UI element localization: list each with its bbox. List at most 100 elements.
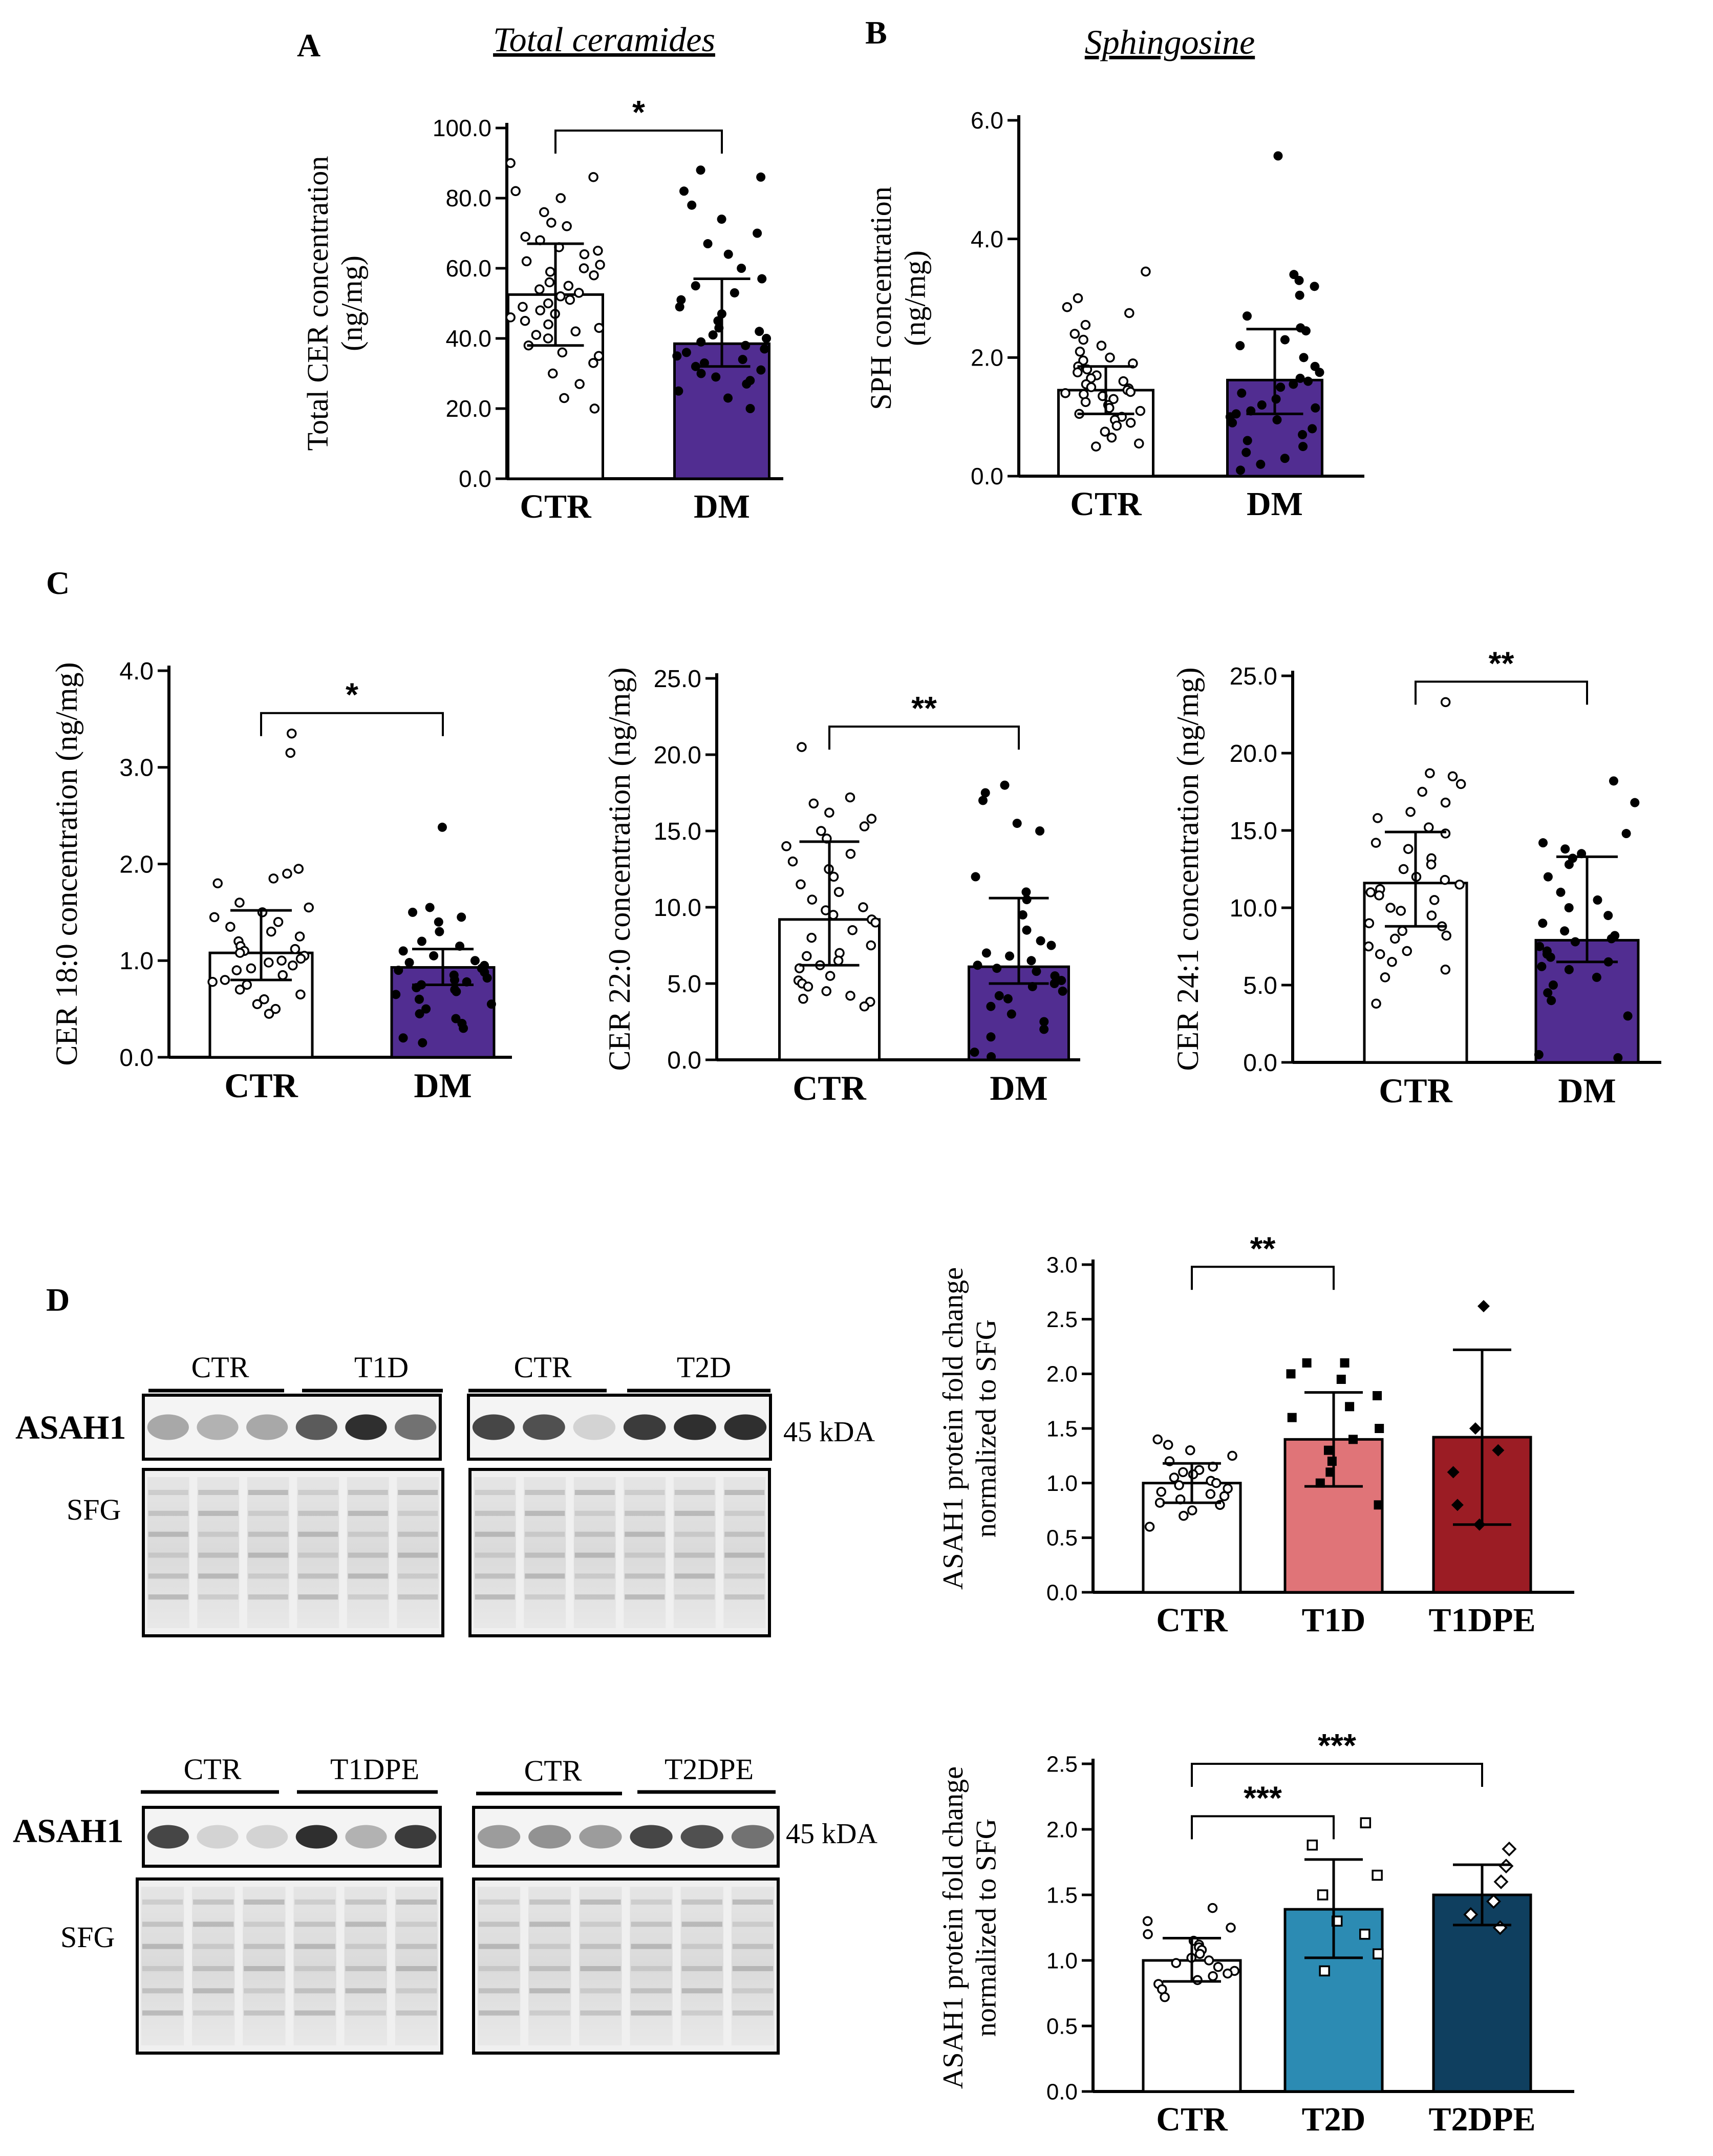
data-point [415,1009,424,1019]
data-point [1169,1472,1180,1483]
data-point [858,902,868,912]
data-point [1058,986,1067,996]
data-point [1003,994,1013,1004]
blot-lane-band [529,1988,570,1994]
blot-top-right-group-2: T2D [677,1351,731,1384]
data-point [531,330,542,340]
data-point [1073,367,1083,378]
blot-lane [347,1477,389,1628]
data-point [1241,447,1251,457]
data-point [1036,936,1045,946]
blot-lane-band [248,1510,288,1516]
y-tick-label: 1.0 [1046,1471,1078,1496]
blot-lane-band [674,1552,715,1558]
blot-kda-label: 45 kDA [783,1416,875,1448]
blot-top-left-group-1: CTR [191,1351,249,1384]
blot-lane-band [148,1552,188,1558]
data-point [1315,368,1324,377]
data-point [1105,352,1115,363]
data-point [579,263,589,273]
blot-band [147,1414,189,1440]
x-tick-label-t1dpe: T1DPE [1428,1602,1535,1639]
blot-bands [147,1414,767,1628]
panel-label-b: B [865,14,887,51]
chart-title: Total ceramides [493,20,715,59]
data-point [1060,388,1070,398]
data-point [1062,302,1073,312]
data-point [994,991,1004,1000]
data-point [762,334,772,343]
blot-lane-band [478,1966,520,1971]
y-axis-label: normalized to SFG [970,1319,1002,1538]
data-point [1295,373,1305,383]
blot-lane-band [631,1922,672,1927]
blot-lane-band [580,1988,621,1994]
blot-lane [524,1477,566,1628]
blot-lane [723,1477,766,1628]
data-point [866,940,876,951]
data-point [457,912,466,922]
data-point [1142,1916,1153,1926]
blot-lane-band [148,1573,188,1579]
blot-lane-band [525,1573,565,1579]
blot-lane [147,1477,189,1628]
data-point [1286,1369,1296,1379]
blot-lane-band [193,1944,234,1949]
data-point [1425,768,1435,779]
data-point [1396,906,1406,916]
blot-lane-band [724,1510,765,1516]
data-point [391,990,401,999]
y-tick-label: 20.0 [654,742,701,769]
blot-lane [247,1477,289,1628]
data-point [593,246,603,256]
blot-lane [579,1887,622,2045]
data-point [1373,1948,1384,1959]
y-axis-label: (ng/mg) [898,250,932,346]
chart-asah1-t2d: 0.0 0.5 1.0 1.5 2.0 2.5 ASAH1 protein fold cha… [937,1727,1574,2138]
blot-lane-band [478,1922,520,1927]
data-point [293,864,304,874]
data-point [288,960,298,971]
blot-band [528,1825,571,1849]
data-point [1118,376,1129,387]
data-point [264,957,274,968]
data-point [970,1048,979,1057]
data-point [1390,933,1400,944]
blot-lane-band [142,1944,183,1949]
data-point [1424,822,1434,832]
data-point [711,372,721,382]
data-point [1257,400,1267,410]
data-point [1280,454,1290,463]
data-point [521,256,532,267]
data-point [797,742,807,752]
data-point [1111,420,1122,431]
y-axis-label: CER 22:0 concentration (ng/mg) [603,667,636,1071]
x-tick-label-t1d: T1D [1302,1602,1366,1639]
blot-image-sfg-t1d [142,1468,444,1637]
data-point [1374,1500,1383,1510]
blot-lane [630,1887,673,2045]
blot-lane-band [732,1922,774,1927]
blot-image-asah1-t2d [467,1394,772,1461]
blot-bottom-right-group-2: T2DPE [665,1753,754,1786]
blot-lane-band [529,1944,570,1949]
x-tick-label-ctr: CTR [224,1066,298,1105]
data-point [565,294,575,305]
data-point [518,302,528,312]
blot-lane-band [345,2010,386,2016]
blot-lane-band [724,1531,765,1537]
blot-lane-band [198,1490,239,1495]
data-point [1317,1889,1329,1901]
data-point [1276,382,1286,392]
blot-band [345,1414,387,1440]
data-point [209,912,220,923]
blot-lane [297,1477,339,1628]
data-point [1373,813,1383,823]
blot-lane-band [398,1531,438,1537]
data-point [559,393,569,403]
data-point [555,291,566,302]
data-point [1022,925,1032,935]
blot-lane [395,1887,438,2045]
data-point [816,826,826,836]
blot-image-asah1-t1dpe [142,1806,442,1868]
